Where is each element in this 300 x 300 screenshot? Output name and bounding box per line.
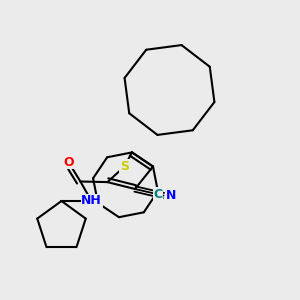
Text: O: O	[63, 155, 74, 169]
Text: N: N	[166, 189, 176, 202]
Text: S: S	[120, 160, 129, 173]
Text: NH: NH	[81, 194, 102, 208]
Text: C: C	[154, 188, 163, 201]
